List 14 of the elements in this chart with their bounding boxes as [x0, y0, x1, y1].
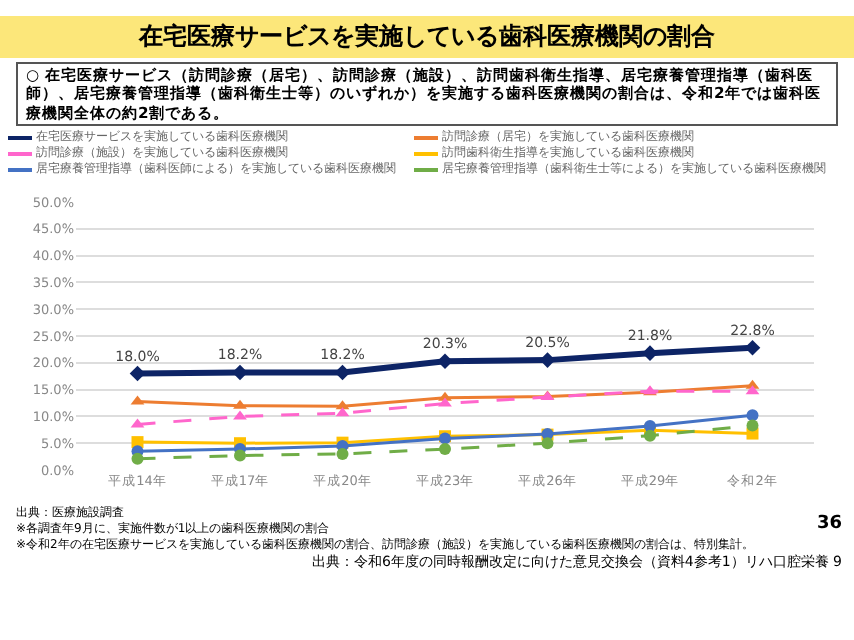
point: [439, 444, 451, 456]
point: [438, 398, 452, 408]
point: [644, 430, 656, 443]
point: [233, 411, 247, 421]
point: [746, 420, 759, 433]
chart-title: 在宅医療サービスを実施している歯科医療機関の割合: [0, 16, 854, 58]
point: [233, 400, 247, 410]
point: [232, 365, 248, 382]
point: [234, 450, 246, 463]
point: [336, 448, 349, 461]
text: 36: [816, 514, 842, 539]
point: [541, 438, 554, 451]
point: [131, 453, 144, 466]
point: [437, 354, 453, 370]
